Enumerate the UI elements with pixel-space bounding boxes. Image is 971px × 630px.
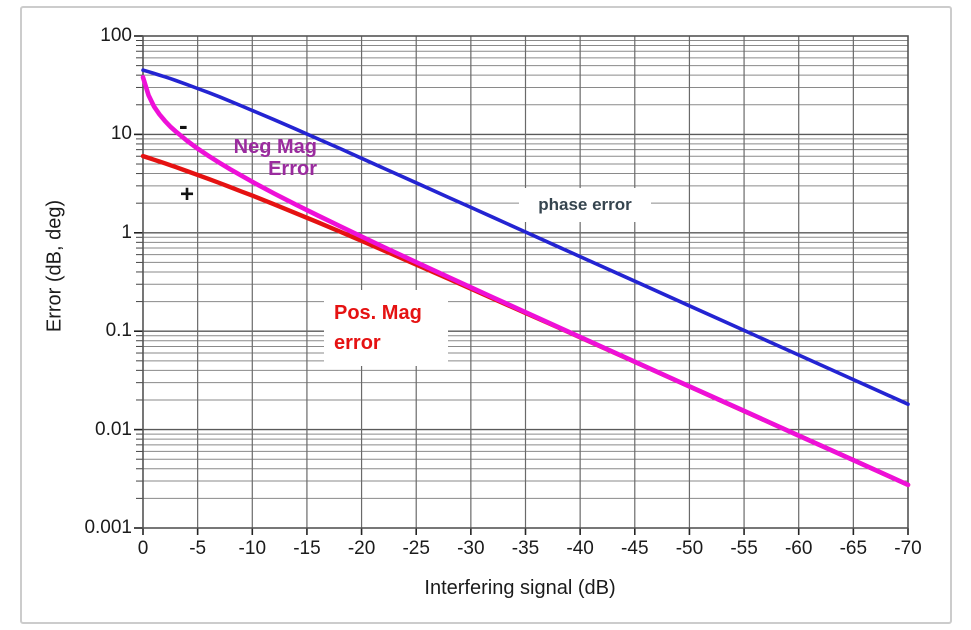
x-tick-label: -5 bbox=[189, 538, 207, 559]
x-tick-label: -15 bbox=[293, 538, 321, 559]
neg-mag-label-line1: Neg Mag bbox=[233, 136, 317, 158]
x-tick-label: -65 bbox=[839, 538, 868, 559]
neg-mag-error-curve-label: Neg Mag Error bbox=[207, 136, 317, 180]
plus-branch-marker: + bbox=[180, 181, 195, 208]
y-tick-label: 0.1 bbox=[105, 320, 132, 342]
y-tick-label: 0.01 bbox=[95, 418, 132, 440]
x-tick-label: -10 bbox=[238, 538, 267, 559]
x-tick-label: -30 bbox=[457, 538, 485, 559]
x-tick-label: -55 bbox=[730, 538, 758, 559]
y-axis-title: Error (dB, deg) bbox=[43, 199, 66, 333]
y-tick-label: 0.001 bbox=[84, 517, 132, 538]
y-tick-label: 1 bbox=[121, 221, 132, 243]
x-tick-label: 0 bbox=[137, 538, 149, 559]
pos-mag-error-curve-label: Pos. Mag error bbox=[324, 290, 448, 366]
image-frame bbox=[20, 6, 952, 624]
x-tick-label: -20 bbox=[347, 538, 376, 559]
x-tick-label: -60 bbox=[784, 538, 813, 559]
curve-neg-mag-error bbox=[140, 75, 911, 488]
x-tick-label: -70 bbox=[894, 538, 922, 559]
plot-border bbox=[142, 35, 909, 529]
x-tick-label: -45 bbox=[621, 538, 649, 559]
x-axis-title: Interfering signal (dB) bbox=[424, 577, 616, 599]
y-tick-label: 100 bbox=[100, 25, 132, 46]
x-tick-label: -35 bbox=[511, 538, 540, 559]
minus-branch-marker: - bbox=[179, 110, 188, 140]
x-tick-label: -40 bbox=[566, 538, 594, 559]
x-tick-label: -50 bbox=[675, 538, 704, 559]
pos-mag-label-line1: Pos. Mag bbox=[334, 302, 422, 324]
x-tick-label: -25 bbox=[402, 538, 430, 559]
neg-mag-label-line2: Error bbox=[268, 158, 317, 180]
curve-phase-error bbox=[141, 68, 910, 407]
y-tick-label: 10 bbox=[110, 123, 132, 145]
pos-mag-label-line2: error bbox=[334, 332, 381, 354]
phase-error-curve-label: phase error bbox=[519, 188, 651, 222]
